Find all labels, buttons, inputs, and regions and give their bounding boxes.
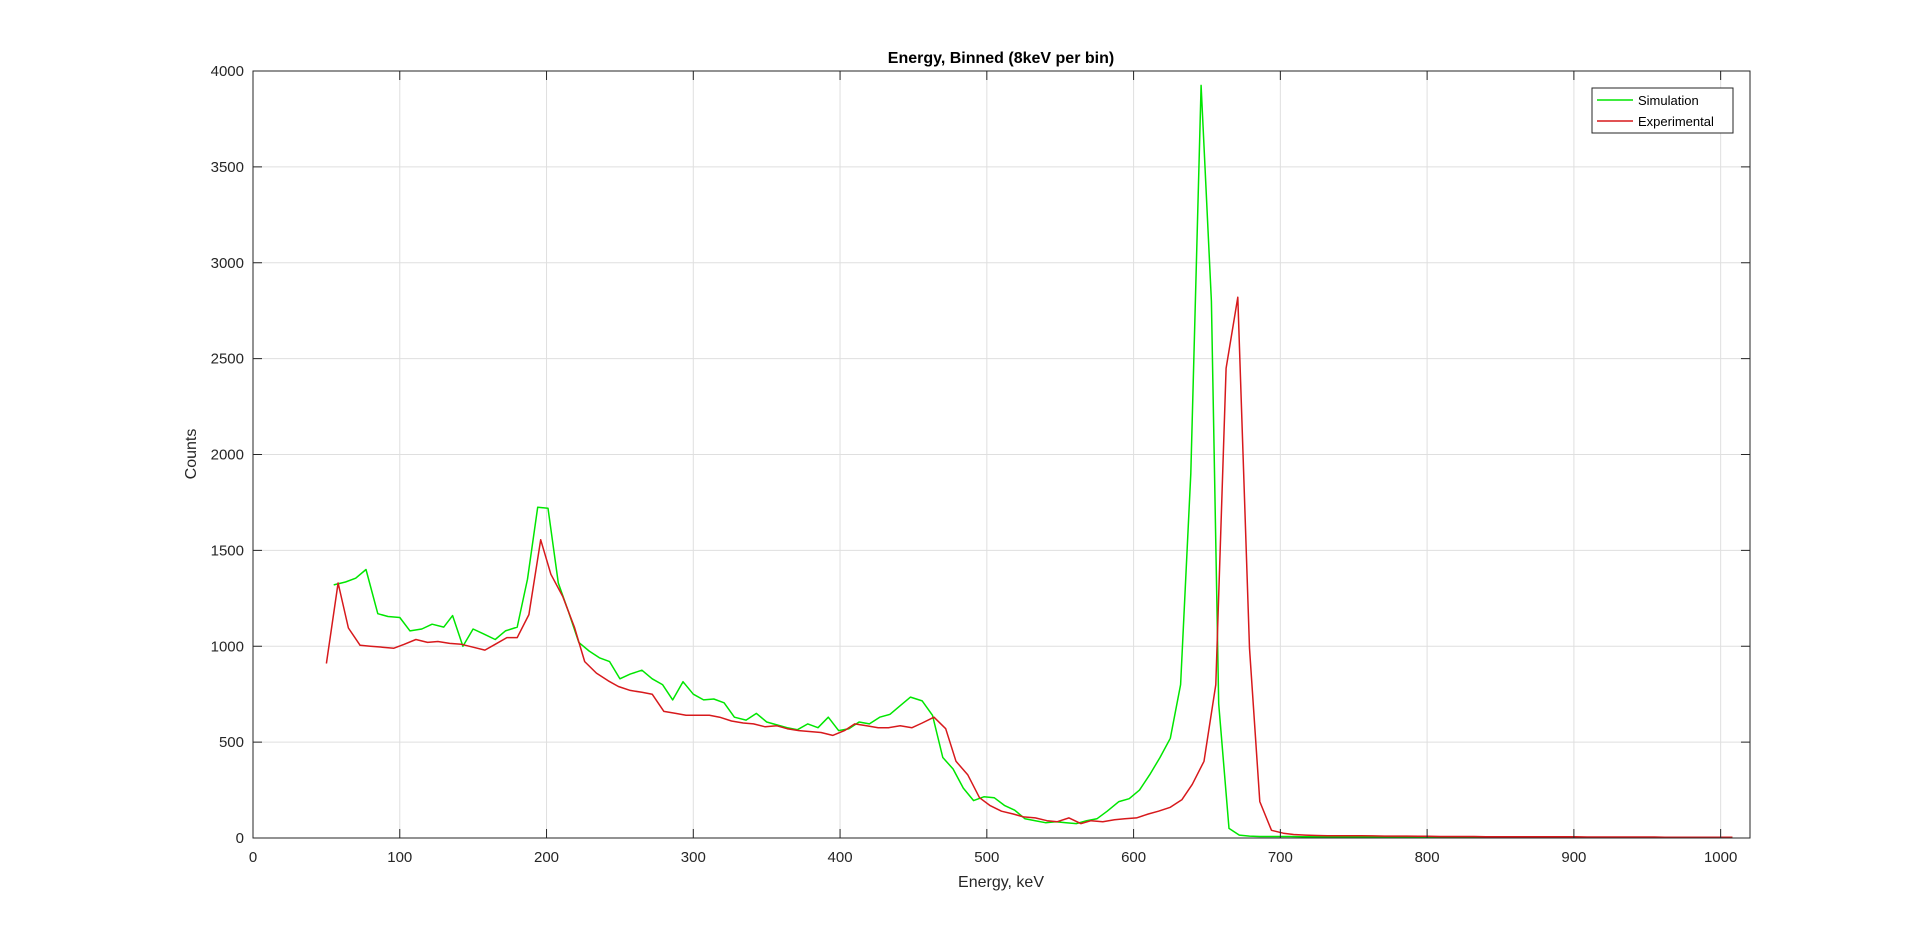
axis-ticks (252, 70, 1750, 839)
legend: Simulation Experimental (1591, 87, 1734, 134)
y-tick-label: 2000 (211, 447, 244, 464)
y-tick-label: 500 (219, 734, 244, 751)
tick-labels: 0 100 200 300 400 500 600 700 800 900 1000 0 500 1000… (211, 63, 1738, 866)
x-tick-label: 800 (1415, 849, 1440, 866)
y-tick-label: 4000 (211, 63, 244, 80)
legend-box (1591, 87, 1734, 134)
series-line-experimental (325, 296, 1733, 838)
y-tick-label: 2500 (211, 351, 244, 368)
x-tick-label: 500 (974, 849, 999, 866)
x-tick-label: 300 (681, 849, 706, 866)
x-axis-label: Energy, keV (958, 874, 1044, 891)
x-tick-label: 200 (534, 849, 559, 866)
x-tick-label: 400 (828, 849, 853, 866)
y-tick-label: 3500 (211, 159, 244, 176)
chart-title: Energy, Binned (8keV per bin) (888, 50, 1114, 67)
x-tick-label: 0 (249, 849, 257, 866)
x-tick-label: 700 (1268, 849, 1293, 866)
y-tick-label: 1500 (211, 542, 244, 559)
y-axis-label: Counts (183, 429, 200, 480)
x-tick-label: 600 (1121, 849, 1146, 866)
legend-label-simulation: Simulation (1638, 93, 1699, 108)
series-lines (325, 84, 1733, 839)
y-tick-label: 1000 (211, 638, 244, 655)
y-tick-label: 3000 (211, 255, 244, 272)
x-tick-label: 1000 (1704, 849, 1737, 866)
y-tick-label: 0 (236, 830, 244, 847)
x-tick-label: 100 (387, 849, 412, 866)
legend-label-experimental: Experimental (1638, 114, 1714, 129)
x-tick-label: 900 (1561, 849, 1586, 866)
